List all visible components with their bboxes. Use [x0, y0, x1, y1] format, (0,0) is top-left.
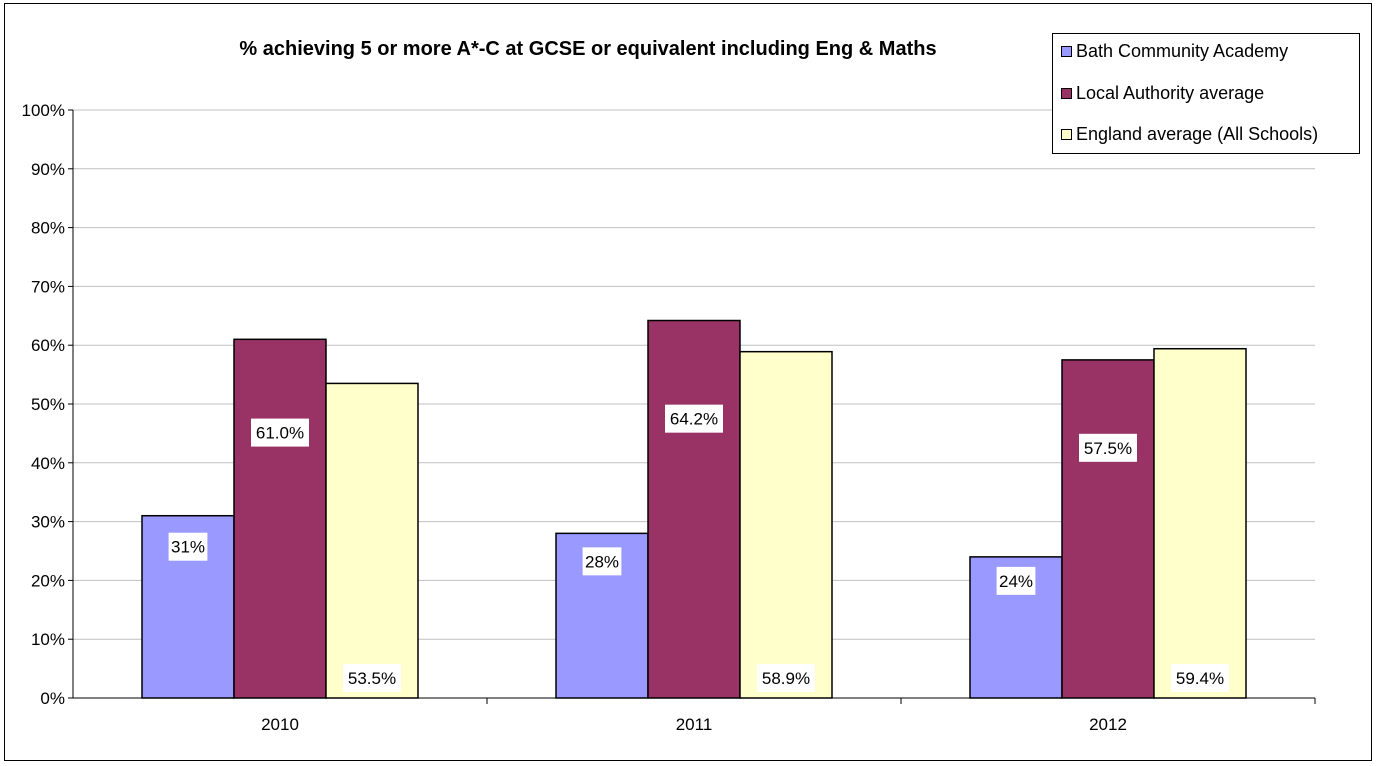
data-label-box: [343, 664, 401, 692]
x-tick-label: 2010: [261, 715, 299, 734]
bar: [647, 319, 741, 699]
data-label-box: [1171, 664, 1229, 692]
y-tick-label: 0%: [40, 689, 65, 708]
chart-frame: % achieving 5 or more A*-C at GCSE or eq…: [4, 3, 1372, 761]
legend: Bath Community Academy Local Authority a…: [1052, 33, 1360, 154]
data-label-box: [582, 547, 622, 576]
y-tick-label: 100%: [22, 101, 65, 120]
bar: [1153, 347, 1247, 699]
y-tick-label: 20%: [31, 571, 65, 590]
data-label: 31%: [171, 538, 205, 557]
data-label: 53.5%: [348, 669, 396, 688]
data-label-box: [168, 532, 208, 561]
y-tick-label: 90%: [31, 160, 65, 179]
data-label-box: [1079, 433, 1137, 462]
chart-plot: % achieving 5 or more A*-C at GCSE or eq…: [22, 38, 1316, 734]
bar: [739, 350, 833, 699]
y-tick-label: 10%: [31, 630, 65, 649]
chart-title: % achieving 5 or more A*-C at GCSE or eq…: [239, 38, 936, 60]
data-label: 24%: [999, 572, 1033, 591]
data-label: 64.2%: [670, 410, 718, 429]
x-tick-label: 2012: [1089, 715, 1127, 734]
legend-swatch-local-authority-average: [1061, 87, 1072, 99]
bar: [325, 382, 419, 699]
data-label: 28%: [585, 552, 619, 571]
legend-swatch-england-average: [1061, 128, 1072, 140]
data-label: 59.4%: [1176, 669, 1224, 688]
bar: [1061, 359, 1155, 699]
data-label-box: [996, 566, 1036, 595]
legend-item-bath-community-academy: Bath Community Academy: [1061, 36, 1288, 66]
y-tick-label: 50%: [31, 395, 65, 414]
y-tick-label: 40%: [31, 454, 65, 473]
legend-item-local-authority-average: Local Authority average: [1061, 78, 1264, 108]
legend-swatch-bath-community-academy: [1061, 45, 1072, 57]
data-label-box: [665, 404, 723, 433]
x-tick-label: 2011: [676, 715, 713, 734]
data-label: 57.5%: [1084, 439, 1132, 458]
y-tick-label: 80%: [31, 219, 65, 238]
data-label-box: [757, 664, 815, 692]
y-tick-label: 60%: [31, 336, 65, 355]
data-label-box: [251, 418, 309, 447]
legend-label-local-authority-average: Local Authority average: [1076, 82, 1265, 103]
legend-item-england-average: England average (All Schools): [1061, 119, 1318, 149]
legend-label-bath-community-academy: Bath Community Academy: [1076, 40, 1289, 61]
data-label: 61.0%: [256, 424, 304, 443]
y-tick-label: 30%: [31, 513, 65, 532]
y-tick-label: 70%: [31, 277, 65, 296]
data-label: 58.9%: [762, 669, 810, 688]
bar: [233, 338, 327, 699]
legend-label-england-average: England average (All Schools): [1076, 123, 1319, 144]
